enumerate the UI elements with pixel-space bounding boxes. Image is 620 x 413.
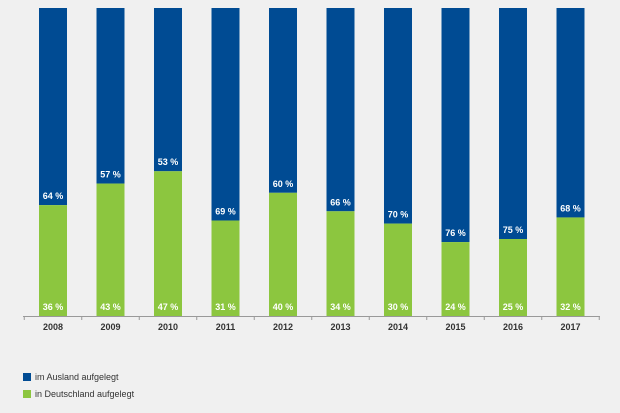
label-ausland-2012: 60 % — [273, 179, 294, 189]
x-tick-label-2015: 2015 — [445, 322, 465, 332]
label-deutschland-2008: 36 % — [43, 302, 64, 312]
bar-deutschland-2012 — [269, 192, 297, 316]
bar-deutschland-2013 — [326, 211, 355, 316]
legend-swatch-deutschland — [23, 390, 31, 398]
bar-ausland-2010 — [154, 8, 182, 172]
label-ausland-2011: 69 % — [215, 207, 236, 217]
labels-layer: 64 % 36 % 57 % 43 % 53 % 47 % 69 % 31 % 60 % 40 %… — [43, 157, 581, 312]
bar-deutschland-2011 — [211, 220, 240, 316]
bar-ausland-2016 — [499, 8, 527, 239]
label-ausland-2015: 76 % — [445, 228, 466, 238]
label-deutschland-2010: 47 % — [158, 302, 179, 312]
label-deutschland-2011: 31 % — [215, 302, 236, 312]
x-tick-label-2009: 2009 — [100, 322, 120, 332]
label-ausland-2014: 70 % — [388, 210, 409, 220]
bar-deutschland-2015 — [441, 242, 470, 316]
legend-item-ausland: im Ausland aufgelegt — [23, 372, 119, 382]
x-tick-label-2013: 2013 — [330, 322, 350, 332]
bar-ausland-2008 — [39, 8, 67, 206]
x-tick-label-2014: 2014 — [388, 322, 408, 332]
label-deutschland-2012: 40 % — [273, 302, 294, 312]
bar-deutschland-2014 — [384, 223, 412, 316]
label-ausland-2010: 53 % — [158, 157, 179, 167]
label-ausland-2008: 64 % — [43, 191, 64, 201]
legend-label-ausland: im Ausland aufgelegt — [35, 372, 119, 382]
bar-deutschland-2009 — [96, 183, 125, 316]
x-tick-label-2008: 2008 — [43, 322, 63, 332]
bar-deutschland-2017 — [556, 217, 585, 316]
x-tick-label-2017: 2017 — [560, 322, 580, 332]
x-tick-label-2016: 2016 — [503, 322, 523, 332]
x-tick-label-2011: 2011 — [216, 322, 236, 332]
bar-ausland-2012 — [269, 8, 297, 193]
bar-deutschland-2016 — [499, 239, 527, 316]
label-deutschland-2017: 32 % — [560, 302, 581, 312]
legend: im Ausland aufgelegt in Deutschland aufg… — [23, 372, 135, 399]
legend-item-deutschland: in Deutschland aufgelegt — [23, 389, 135, 399]
label-ausland-2009: 57 % — [100, 170, 121, 180]
label-ausland-2016: 75 % — [503, 225, 524, 235]
legend-swatch-ausland — [23, 373, 31, 381]
bar-ausland-2011 — [211, 8, 240, 221]
bar-ausland-2017 — [556, 8, 585, 218]
x-tick-label-2010: 2010 — [158, 322, 178, 332]
bar-ausland-2009 — [96, 8, 125, 184]
label-deutschland-2013: 34 % — [330, 302, 351, 312]
x-axis: 2008 2009 2010 2011 2012 2013 2014 2015 2016 2017 — [23, 316, 600, 332]
label-ausland-2013: 66 % — [330, 197, 351, 207]
label-deutschland-2015: 24 % — [445, 302, 466, 312]
bar-ausland-2015 — [441, 8, 470, 243]
legend-label-deutschland: in Deutschland aufgelegt — [35, 389, 135, 399]
label-ausland-2017: 68 % — [560, 203, 581, 213]
bar-deutschland-2010 — [154, 171, 182, 316]
x-tick-label-2012: 2012 — [273, 322, 293, 332]
bars-layer — [39, 8, 585, 316]
label-deutschland-2009: 43 % — [100, 302, 121, 312]
label-deutschland-2016: 25 % — [503, 302, 524, 312]
bar-deutschland-2008 — [39, 205, 67, 316]
label-deutschland-2014: 30 % — [388, 302, 409, 312]
bar-ausland-2013 — [326, 8, 355, 212]
bar-ausland-2014 — [384, 8, 412, 224]
